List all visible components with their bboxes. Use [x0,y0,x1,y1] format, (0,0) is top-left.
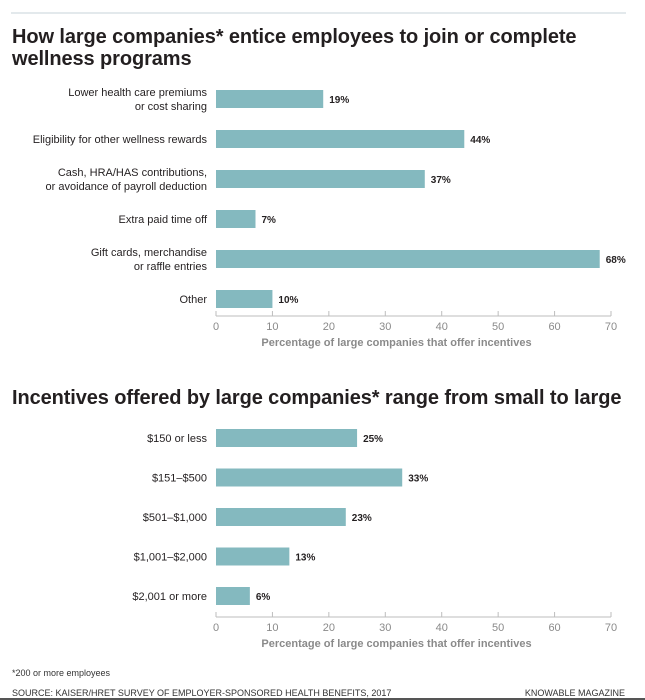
x-tick-label: 0 [213,622,219,634]
category-label: Extra paid time off [119,214,208,226]
value-label: 23% [352,513,372,524]
footnote: *200 or more employees [12,668,111,678]
x-tick-label: 30 [379,622,391,634]
value-label: 10% [278,295,298,306]
source-credit: SOURCE: KAISER/HRET SURVEY OF EMPLOYER-S… [12,688,392,698]
bar [216,130,465,148]
category-label: $501–$1,000 [143,512,207,524]
chart-1-wellness-incentives: 19% Lower health care premiums or cost sha… [33,87,626,349]
category-label: Lower health care premiums [68,87,207,99]
bar [216,587,250,605]
category-label: or raffle entries [134,261,208,273]
value-label: 33% [408,474,428,485]
bar [216,90,324,108]
category-label: or cost sharing [135,101,207,113]
category-label: Eligibility for other wellness rewards [33,134,208,146]
x-tick-label: 10 [266,622,278,634]
value-label: 25% [363,434,383,445]
category-label: $2,001 or more [132,591,207,603]
value-label: 44% [470,135,490,146]
category-label: Gift cards, merchandise [91,247,207,259]
publisher-brand: KNOWABLE MAGAZINE [524,688,625,698]
top-divider [11,12,626,14]
bar [216,290,273,308]
x-tick-label: 20 [323,622,335,634]
x-tick-label: 50 [492,622,504,634]
x-axis-title: Percentage of large companies that offer… [261,337,531,349]
bar [216,429,358,447]
bottom-divider [0,698,645,700]
x-tick-label: 70 [605,321,617,333]
category-label: $150 or less [147,433,207,445]
category-label: $151–$500 [152,473,207,485]
x-tick-label: 50 [492,321,504,333]
x-tick-label: 60 [548,622,560,634]
value-label: 68% [606,255,626,266]
category-label: $1,001–$2,000 [134,552,207,564]
value-label: 37% [431,175,451,186]
chart-1-title: How large companies* entice employees to… [12,26,577,70]
bar [216,508,346,526]
x-tick-label: 10 [266,321,278,333]
x-tick-label: 60 [548,321,560,333]
x-tick-label: 30 [379,321,391,333]
bar [216,170,425,188]
value-label: 19% [329,95,349,106]
chart-2-incentive-amounts: 25% $150 or less 33% $151–$500 23% $501–$1,00… [132,429,617,650]
category-label: Cash, HRA/HAS contributions, [58,167,207,179]
value-label: 13% [295,553,315,564]
x-tick-label: 70 [605,622,617,634]
x-tick-label: 40 [436,321,448,333]
bar [216,547,290,566]
x-tick-label: 40 [436,622,448,634]
category-label: or avoidance of payroll deduction [46,181,207,193]
bar [216,210,256,228]
x-tick-label: 20 [323,321,335,333]
value-label: 7% [262,215,277,226]
chart-2-title: Incentives offered by large companies* r… [12,387,622,409]
value-label: 6% [256,592,271,603]
category-label: Other [179,294,207,306]
x-axis-title: Percentage of large companies that offer… [261,638,531,650]
x-tick-label: 0 [213,321,219,333]
bar [216,250,600,268]
bar [216,468,403,487]
